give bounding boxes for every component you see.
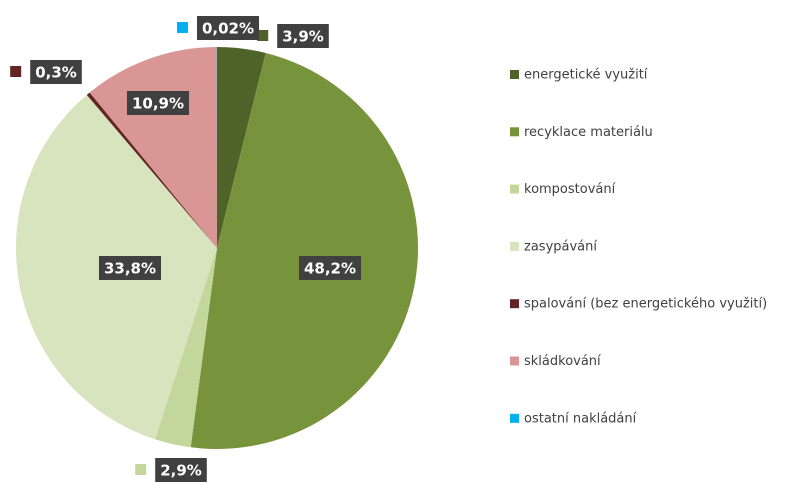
data-label: 3,9% bbox=[282, 28, 324, 46]
legend-box bbox=[470, 40, 800, 450]
legend-swatch bbox=[510, 299, 519, 309]
label-swatch bbox=[257, 30, 269, 41]
legend-label: recyklace materiálu bbox=[524, 125, 653, 140]
pie-slice bbox=[155, 248, 217, 448]
legend-swatch bbox=[510, 70, 519, 79]
data-label-box bbox=[30, 60, 82, 84]
legend-label: spalování (bez energetického využití) bbox=[524, 297, 767, 312]
data-label-box bbox=[277, 24, 329, 48]
data-label: 48,2% bbox=[304, 260, 356, 278]
pie-slice bbox=[86, 92, 217, 248]
legend-swatch bbox=[510, 356, 519, 366]
legend-swatch bbox=[510, 413, 519, 423]
legend-swatch bbox=[510, 184, 519, 194]
legend-swatch bbox=[510, 241, 519, 251]
legend-label: ostatní nakládání bbox=[524, 411, 637, 426]
data-label: 33,8% bbox=[104, 260, 156, 278]
label-swatch bbox=[10, 66, 22, 77]
pie-slice bbox=[190, 53, 419, 449]
data-label-box bbox=[155, 458, 207, 482]
label-swatch bbox=[176, 22, 188, 33]
data-label: 0,3% bbox=[35, 64, 77, 82]
data-label-box bbox=[196, 16, 260, 40]
data-label-box bbox=[298, 256, 362, 280]
legend-swatch bbox=[510, 127, 519, 137]
legend-label: kompostování bbox=[524, 182, 616, 197]
pie-slice bbox=[217, 47, 266, 248]
data-label: 0,02% bbox=[202, 20, 254, 38]
data-label: 2,9% bbox=[160, 462, 202, 480]
legend-label: zasypávání bbox=[524, 239, 597, 254]
data-label-box bbox=[98, 256, 162, 280]
data-label-box bbox=[126, 91, 190, 115]
legend-label: skládkování bbox=[524, 354, 601, 369]
label-swatch bbox=[135, 464, 147, 475]
legend-label: energetické využití bbox=[524, 68, 648, 83]
data-label: 10,9% bbox=[132, 95, 184, 113]
